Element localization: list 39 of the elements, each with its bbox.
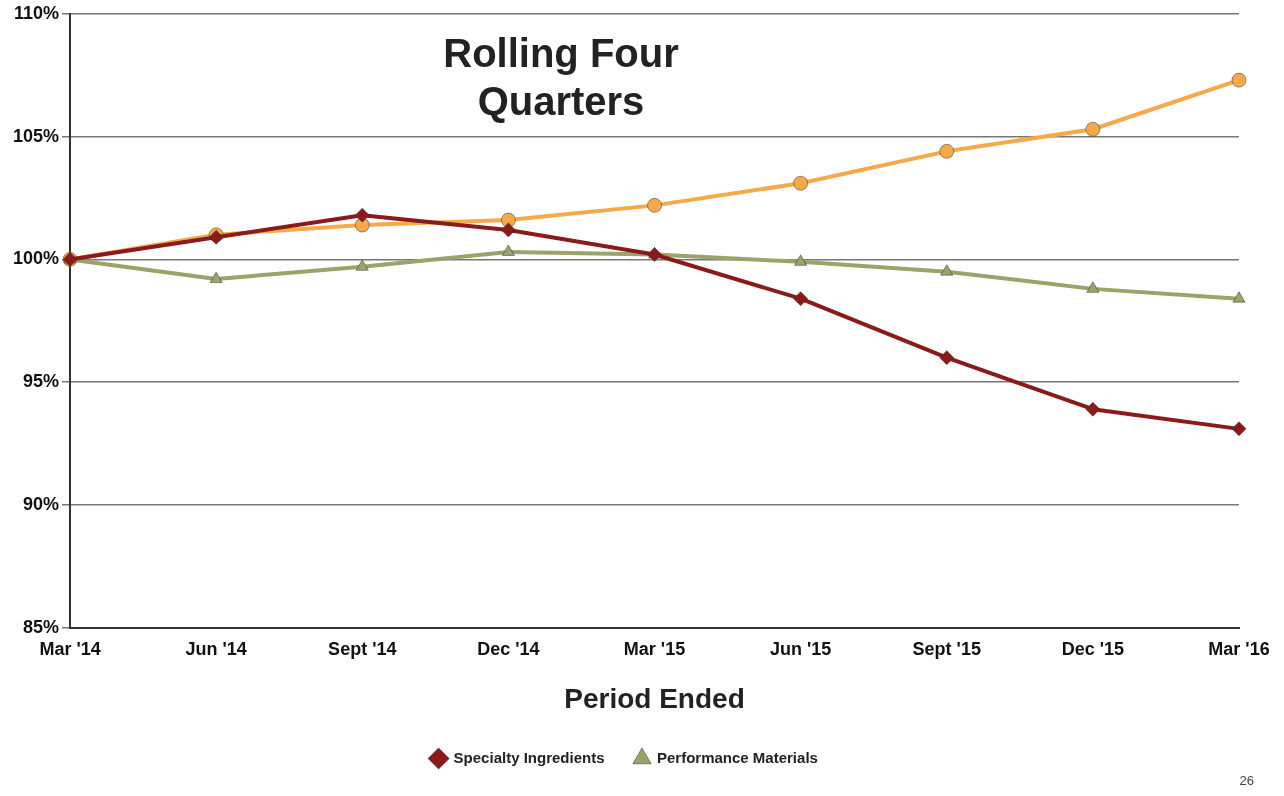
point <box>1086 281 1100 293</box>
x-tick-label: Sept '14 <box>328 638 397 659</box>
point <box>355 259 369 271</box>
point <box>793 291 808 306</box>
point <box>502 244 515 256</box>
x-axis-title: Period Ended <box>564 682 745 714</box>
point <box>793 176 808 191</box>
x-tick-label: Jun '14 <box>185 638 247 659</box>
text: Quarters <box>477 78 645 123</box>
y-tick-label: 90% <box>23 493 60 514</box>
y-tick-label: 95% <box>23 371 60 392</box>
x-tick-label: Jun '15 <box>769 638 832 659</box>
point <box>939 350 955 365</box>
x-tick-label: Dec '15 <box>1061 638 1125 659</box>
point <box>209 271 223 283</box>
x-tick-label: Mar '15 <box>623 638 686 659</box>
point <box>1232 291 1246 303</box>
text: 26 <box>1239 773 1254 788</box>
point <box>940 264 954 276</box>
point <box>1085 121 1101 137</box>
y-tick-label: 110% <box>13 2 60 23</box>
text: Rolling Four <box>443 30 679 75</box>
legend-label: Specialty Ingredients <box>453 748 605 766</box>
point <box>794 254 807 266</box>
x-tick-label: Mar '14 <box>39 638 101 659</box>
x-tick-label: Mar '16 <box>1208 638 1270 659</box>
point <box>1231 421 1247 437</box>
point <box>647 198 662 213</box>
point <box>501 222 516 238</box>
x-tick-label: Sept '15 <box>912 638 981 659</box>
y-tick-label: 105% <box>12 125 60 146</box>
legend-label: Performance Materials <box>656 748 818 766</box>
point <box>1085 401 1101 417</box>
point <box>939 144 955 159</box>
point <box>1231 72 1247 88</box>
point <box>355 207 370 223</box>
y-tick-label: 85% <box>23 616 60 637</box>
x-tick-label: Dec '14 <box>477 638 540 659</box>
y-tick-label: 100% <box>12 248 60 269</box>
